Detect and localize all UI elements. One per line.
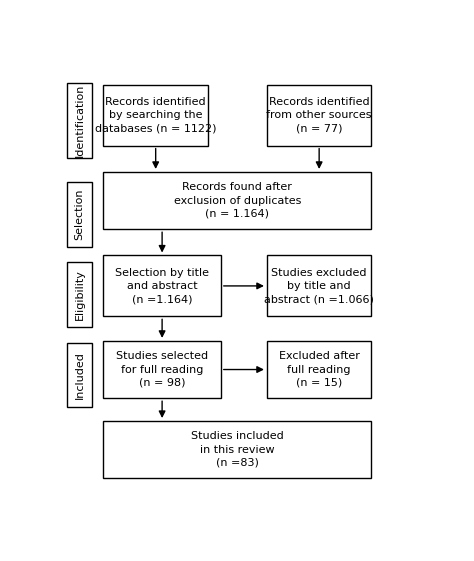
Text: Records identified
from other sources
(n = 77): Records identified from other sources (n… — [266, 97, 372, 134]
Text: Selection by title
and abstract
(n =1.164): Selection by title and abstract (n =1.16… — [115, 268, 209, 304]
Text: Included: Included — [74, 351, 84, 399]
FancyBboxPatch shape — [66, 182, 92, 247]
FancyBboxPatch shape — [103, 85, 208, 146]
FancyBboxPatch shape — [267, 255, 372, 316]
FancyBboxPatch shape — [103, 341, 221, 398]
Text: Eligibility: Eligibility — [74, 269, 84, 320]
FancyBboxPatch shape — [66, 343, 92, 407]
Text: Studies excluded
by title and
abstract (n =1.066): Studies excluded by title and abstract (… — [264, 268, 374, 304]
FancyBboxPatch shape — [267, 85, 372, 146]
Text: Records identified
by searching the
databases (n = 1122): Records identified by searching the data… — [95, 97, 217, 134]
FancyBboxPatch shape — [267, 341, 372, 398]
FancyBboxPatch shape — [103, 421, 372, 479]
FancyBboxPatch shape — [66, 263, 92, 327]
FancyBboxPatch shape — [66, 83, 92, 158]
Text: Selection: Selection — [74, 188, 84, 240]
Text: Studies included
in this review
(n =83): Studies included in this review (n =83) — [191, 431, 284, 468]
Text: Studies selected
for full reading
(n = 98): Studies selected for full reading (n = 9… — [116, 351, 208, 388]
Text: Excluded after
full reading
(n = 15): Excluded after full reading (n = 15) — [279, 351, 360, 388]
Text: Records found after
exclusion of duplicates
(n = 1.164): Records found after exclusion of duplica… — [174, 182, 301, 219]
FancyBboxPatch shape — [103, 255, 221, 316]
Text: Identification: Identification — [74, 84, 84, 157]
FancyBboxPatch shape — [103, 172, 372, 229]
